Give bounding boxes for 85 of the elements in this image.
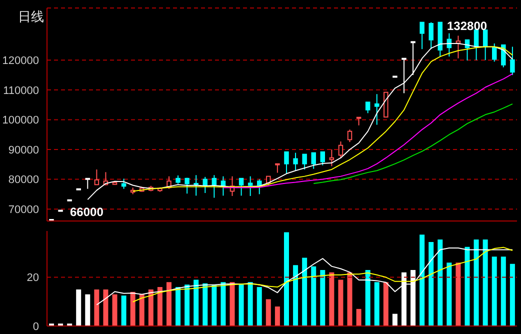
annotation: 66000 (70, 205, 104, 219)
candlestick (184, 177, 190, 194)
y-tick-label: 70000 (8, 204, 39, 216)
bar (85, 294, 90, 326)
candlestick (248, 176, 253, 196)
bar (139, 294, 144, 326)
y-tick-label: 110000 (3, 84, 39, 97)
bar (220, 282, 226, 326)
bar (248, 282, 253, 326)
bar (492, 256, 497, 326)
bar (392, 314, 398, 326)
candlestick (238, 178, 244, 196)
bar (311, 266, 316, 326)
candlestick (85, 178, 90, 190)
candlestick (428, 22, 434, 50)
y-tick-label: 0 (32, 320, 39, 333)
bar (456, 262, 461, 326)
y-tick-label: 120000 (2, 55, 39, 68)
y-tick-label: 80000 (8, 174, 39, 186)
bar (474, 240, 479, 326)
bar (482, 240, 488, 326)
bar (274, 306, 280, 326)
bar (238, 284, 244, 326)
bar (293, 265, 298, 326)
bar (176, 287, 181, 326)
bar (157, 287, 162, 326)
bar (500, 256, 506, 326)
bar (230, 282, 235, 326)
bar (428, 242, 434, 326)
bar (212, 284, 217, 326)
candlestick (284, 151, 289, 174)
bar (284, 232, 289, 326)
bar (356, 308, 362, 326)
candlestick (492, 42, 497, 62)
bar (383, 282, 388, 326)
bar (302, 258, 308, 326)
candlestick (194, 174, 198, 196)
y-tick-label: 90000 (8, 144, 39, 156)
chart-title: 日线 (18, 8, 44, 26)
candlestick (257, 178, 262, 195)
bar (365, 270, 370, 326)
candlestick (121, 178, 126, 190)
candlestick (212, 174, 217, 198)
bar (130, 292, 136, 326)
bar (184, 284, 190, 326)
bar (347, 272, 352, 326)
y-tick-label: 100000 (2, 114, 39, 127)
bar (446, 262, 452, 326)
candlestick (347, 129, 352, 143)
line-series (313, 103, 513, 184)
bar (148, 289, 154, 326)
candlestick (202, 176, 208, 194)
candlestick (510, 46, 515, 76)
bar (420, 234, 425, 326)
bar (329, 272, 334, 326)
bar (374, 282, 380, 326)
bar (94, 289, 100, 326)
bar (338, 280, 344, 326)
bar (438, 240, 443, 326)
candlestick (501, 44, 506, 68)
candlestick (365, 102, 370, 114)
bar (464, 246, 470, 326)
bar (112, 294, 118, 326)
bar (103, 289, 108, 326)
candlestick (311, 152, 316, 170)
candlestick (302, 154, 307, 170)
candlestick (94, 168, 100, 186)
bar (194, 280, 199, 326)
bar (510, 264, 515, 326)
candlestick (320, 151, 326, 166)
candlestick (338, 140, 344, 158)
candlestick (374, 94, 380, 126)
annotation: 132800 (447, 19, 488, 33)
bar (121, 296, 126, 326)
bar (166, 282, 172, 326)
candlestick (329, 149, 334, 167)
candlestick (420, 22, 424, 50)
bar (256, 287, 262, 326)
bar (320, 270, 326, 326)
bar (202, 283, 208, 326)
bar (76, 289, 82, 326)
candlestick (402, 58, 406, 94)
y-tick-label: 20 (26, 272, 39, 284)
bar (266, 299, 271, 326)
candlestick (293, 152, 298, 172)
